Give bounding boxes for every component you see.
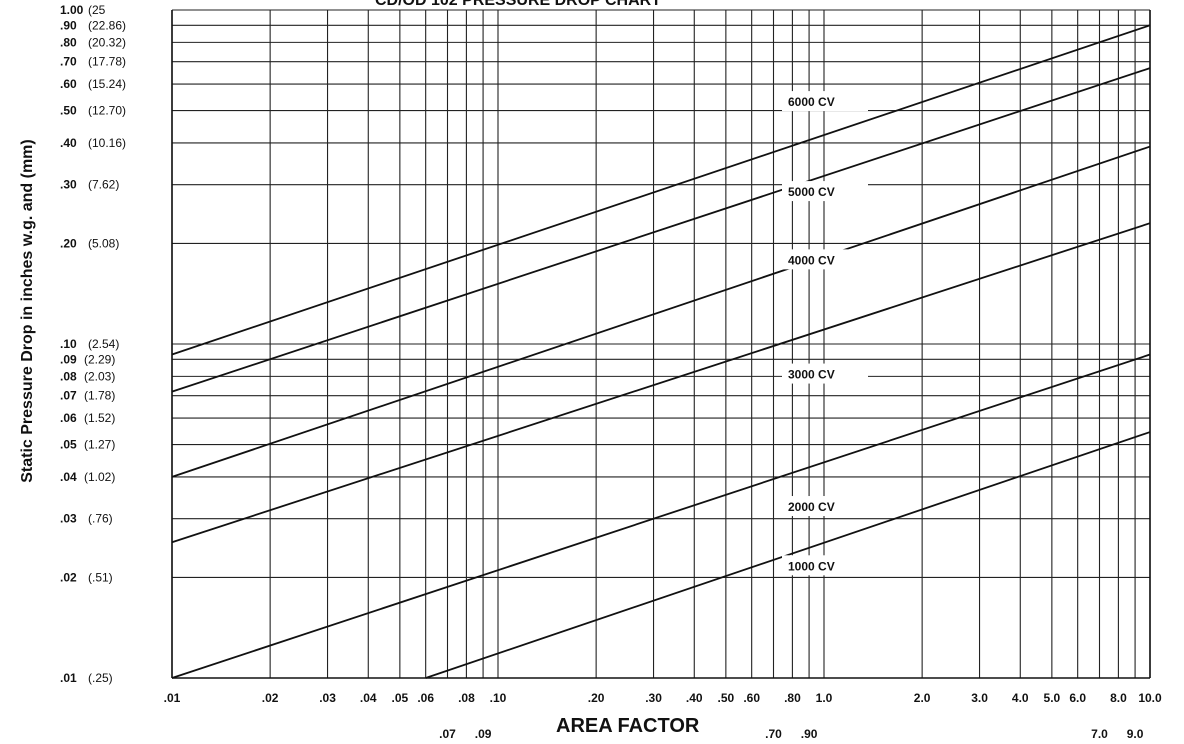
y-tick-label-inches: .08 [60,369,77,383]
series-label: 2000 CV [788,500,835,514]
series-label-box [782,249,868,270]
y-tick-label-mm: (12.70) [88,104,126,118]
series-line [171,67,1151,393]
series-line [171,24,1151,356]
y-tick-label-mm: (1.52) [84,411,115,425]
chart-title: CD/OD 102 PRESSURE DROP CHART [375,0,661,9]
y-tick-label-mm: (.25) [88,671,113,685]
y-tick-label-mm: (17.78) [88,55,126,69]
x-tick-label: .08 [458,691,475,705]
x-tick-label-lower: 9.0 [1127,727,1144,741]
y-tick-label-mm: (20.32) [88,35,126,49]
series-line [171,222,1151,544]
y-tick-label-mm: (22.86) [88,18,126,32]
y-tick-label-inches: .40 [60,136,77,150]
x-tick-label: 6.0 [1069,691,1086,705]
y-tick-label-inches: .03 [60,512,77,526]
y-tick-label-inches: .05 [60,438,77,452]
x-tick-label: .30 [645,691,662,705]
y-tick-label-mm: (2.03) [84,369,115,383]
x-tick-label: .06 [417,691,434,705]
y-tick-label-inches: .06 [60,411,77,425]
y-tick-label-mm: (.76) [88,512,113,526]
x-tick-label-lower: 7.0 [1091,727,1108,741]
x-tick-label: 10.0 [1138,691,1162,705]
x-tick-label-lower: .09 [475,727,492,741]
series-label-box [782,181,868,202]
y-tick-label-mm: (2.29) [84,352,115,366]
x-tick-label: 1.0 [816,691,833,705]
series-label: 4000 CV [788,253,835,267]
y-tick-label-inches: .10 [60,337,77,351]
x-tick-label-lower: .07 [439,727,456,741]
x-tick-label: .02 [262,691,279,705]
y-tick-label-inches: 1.00 [60,3,84,17]
x-tick-label: 8.0 [1110,691,1127,705]
y-tick-label-inches: .09 [60,352,77,366]
x-tick-label: 3.0 [971,691,988,705]
y-tick-label-inches: .02 [60,570,77,584]
x-tick-label: .40 [686,691,703,705]
x-tick-label: .50 [718,691,735,705]
x-axis-label: AREA FACTOR [556,715,700,737]
y-tick-label-mm: (2.54) [88,337,119,351]
series-label: 5000 CV [788,185,835,199]
y-tick-label-mm: (1.27) [84,438,115,452]
y-tick-label-inches: .80 [60,35,77,49]
x-tick-label: .10 [490,691,507,705]
x-tick-label-lower: .90 [801,727,818,741]
x-tick-label: .03 [319,691,336,705]
series-line [171,145,1151,478]
x-tick-label: .20 [588,691,605,705]
series-label-box [782,363,868,384]
series-line [171,353,1151,679]
series-label-box [782,91,868,112]
y-tick-label-mm: (15.24) [88,77,126,91]
x-tick-label: 2.0 [914,691,931,705]
y-tick-label-inches: .50 [60,104,77,118]
y-tick-label-inches: .90 [60,18,77,32]
x-tick-label: 5.0 [1044,691,1061,705]
series-line [425,431,1151,679]
x-tick-label: .80 [784,691,801,705]
y-tick-label-inches: .30 [60,178,77,192]
series-label-box [782,496,868,517]
y-tick-label-inches: .20 [60,236,77,250]
series-label: 6000 CV [788,95,835,109]
x-tick-label-lower: .70 [765,727,782,741]
y-tick-label-inches: .04 [60,470,77,484]
y-tick-label-mm: (.51) [88,570,113,584]
series-label: 3000 CV [788,368,835,382]
x-tick-label: .01 [164,691,181,705]
series-label-box [782,555,868,576]
x-tick-label: 4.0 [1012,691,1029,705]
y-tick-label-mm: (10.16) [88,136,126,150]
y-tick-label-mm: (25 [88,3,106,17]
series-label: 1000 CV [788,559,835,573]
y-tick-label-mm: (5.08) [88,236,119,250]
x-tick-label: .04 [360,691,377,705]
x-tick-label: .05 [392,691,409,705]
y-tick-label-inches: .60 [60,77,77,91]
y-tick-label-inches: .70 [60,55,77,69]
x-tick-label: .60 [743,691,760,705]
y-tick-label-mm: (1.02) [84,470,115,484]
y-tick-label-mm: (1.78) [84,389,115,403]
y-tick-label-inches: .01 [60,671,77,685]
y-tick-label-mm: (7.62) [88,178,119,192]
y-tick-label-inches: .07 [60,389,77,403]
